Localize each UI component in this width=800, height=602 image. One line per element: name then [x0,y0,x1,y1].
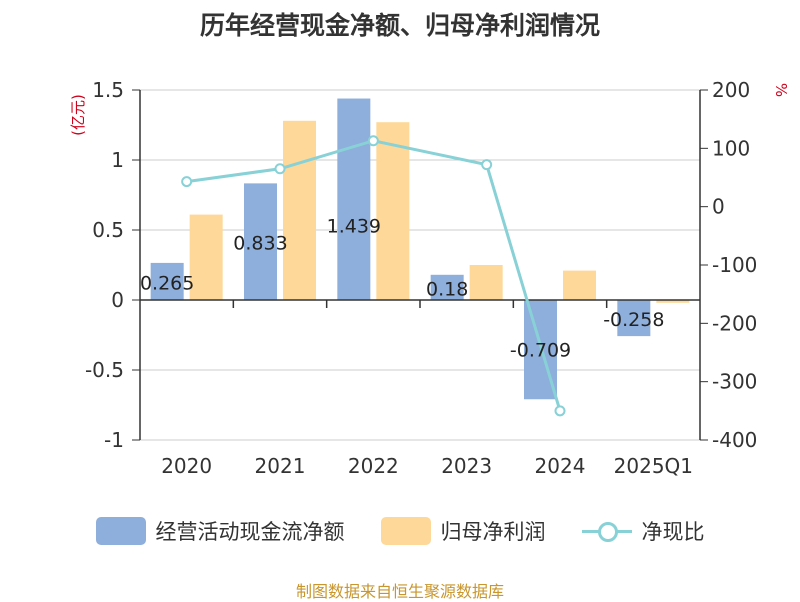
x-tick-label: 2023 [441,454,492,478]
legend-item-net-profit[interactable]: 归母净利润 [380,516,546,546]
bar-net-profit [469,265,503,300]
legend-swatch-cashflow [95,517,146,545]
line-series [181,135,566,417]
legend: 经营活动现金流净额 归母净利润 净现比 [0,516,800,546]
legend-item-cashflow[interactable]: 经营活动现金流净额 [95,516,345,546]
right-unit-label: % [772,83,790,97]
cash-ratio-point [181,176,193,188]
data-label-cashflow: 0.833 [233,233,287,255]
y-right-tick-label: 0 [712,195,725,219]
y-left-tick-label: -1 [104,428,124,452]
bar-cashflow [617,300,651,337]
cash-ratio-point [554,405,566,417]
data-label-cashflow: 0.18 [426,278,468,300]
left-unit-label: (亿元) [69,94,87,136]
x-tick-label: 2020 [161,454,212,478]
bar-net-profit [563,270,596,300]
y-left-tick-label: 1 [111,148,124,172]
y-left-tick-label: 1.5 [92,78,124,102]
cash-ratio-point [481,159,493,171]
x-tick-label: 2025Q1 [614,454,693,478]
bar-cashflow [337,98,371,300]
data-label-cashflow: -0.709 [510,339,571,361]
data-label-cashflow: 0.265 [140,272,194,294]
axes [132,89,708,441]
y-left-tick-label: 0 [111,288,124,312]
bar-net-profit [283,120,316,300]
legend-label-cashflow: 经营活动现金流净额 [155,520,345,544]
x-tick-label: 2021 [255,454,306,478]
legend-swatch-cash-ratio [581,517,632,545]
y-right-tick-label: -300 [712,370,757,394]
bar-net-profit [656,300,690,303]
data-label-cashflow: 1.439 [327,215,381,237]
tick-labels: 1.5 1 0.5 0 -0.5 -1 200 100 0 -100 -200 -300 -400 202… [85,78,757,478]
bar-cashflow [430,274,464,300]
data-labels: 0.265 0.833 1.439 0.18 -0.709 -0.258 [140,215,664,361]
legend-swatch-net-profit [380,517,431,545]
legend-label-cash-ratio: 净现比 [641,520,705,544]
combo-chart: 0.265 0.833 1.439 0.18 -0.709 -0.258 1.5 1 0.5 0… [69,78,790,478]
y-right-tick-label: 200 [712,78,750,102]
grid-lines [140,89,700,441]
legend-item-cash-ratio[interactable]: 净现比 [581,516,705,546]
y-right-tick-label: 100 [712,136,750,160]
y-right-tick-label: -200 [712,311,757,335]
y-left-tick-label: -0.5 [85,358,124,382]
bars [150,98,690,400]
y-right-tick-label: -100 [712,253,757,277]
x-tick-label: 2022 [348,454,399,478]
bar-net-profit [376,122,410,300]
cash-ratio-point [367,135,379,147]
bar-net-profit [189,214,223,300]
bar-cashflow [244,183,277,300]
x-tick-label: 2024 [535,454,586,478]
legend-label-net-profit: 归母净利润 [440,520,546,544]
cash-ratio-point [274,163,286,175]
data-source-note: 制图数据来自恒生聚源数据库 [295,582,504,601]
chart-title: 历年经营现金净额、归母净利润情况 [199,11,600,40]
y-left-tick-label: 0.5 [92,218,124,242]
bar-cashflow [150,262,184,300]
data-label-cashflow: -0.258 [603,309,664,331]
y-right-tick-label: -400 [712,428,757,452]
